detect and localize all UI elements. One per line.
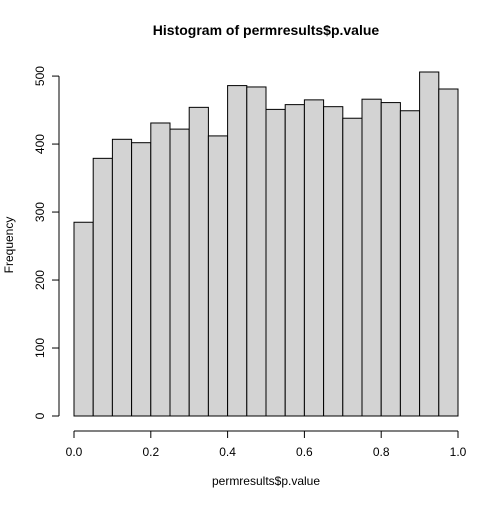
x-tick-label: 0.6 [296, 445, 313, 459]
histogram-bar [323, 106, 344, 417]
histogram-bar [265, 108, 286, 417]
x-axis: 0.0 0.2 0.4 0.6 0.8 1.0 [66, 430, 467, 459]
histogram-bar [399, 110, 421, 417]
histogram-bar [438, 88, 459, 417]
histogram-bar [131, 142, 152, 417]
histogram-bar [419, 71, 440, 417]
x-tick-label: 0.2 [142, 445, 159, 459]
y-axis: 0 100 200 300 400 500 [33, 66, 60, 419]
x-tick-label: 0.4 [219, 445, 236, 459]
histogram-bar [92, 157, 113, 417]
bars-group [73, 71, 459, 417]
y-tick-label: 100 [33, 338, 47, 358]
histogram-bar [227, 85, 248, 417]
histogram-bar [73, 221, 94, 417]
x-tick-label: 1.0 [450, 445, 467, 459]
x-axis-label: permresults$p.value [212, 474, 320, 488]
y-axis-label: Frequency [2, 217, 16, 274]
histogram-bar [361, 98, 382, 417]
histogram-bar [303, 99, 325, 417]
histogram-bar [111, 138, 133, 417]
chart-title: Histogram of permresults$p.value [153, 22, 380, 38]
histogram-bar [207, 135, 229, 417]
y-tick-label: 400 [33, 134, 47, 154]
x-tick-label: 0.8 [373, 445, 390, 459]
histogram-bar [342, 117, 363, 417]
histogram-bar [380, 102, 401, 417]
x-tick-label: 0.0 [66, 445, 83, 459]
y-tick-label: 500 [33, 66, 47, 86]
histogram-bar [150, 122, 171, 417]
histogram-bar [169, 128, 190, 417]
y-tick-label: 300 [33, 202, 47, 222]
histogram-bar [188, 106, 209, 417]
y-tick-label: 200 [33, 270, 47, 290]
y-tick-label: 0 [33, 412, 47, 419]
histogram-bar [246, 86, 267, 417]
histogram-bar [284, 104, 305, 417]
